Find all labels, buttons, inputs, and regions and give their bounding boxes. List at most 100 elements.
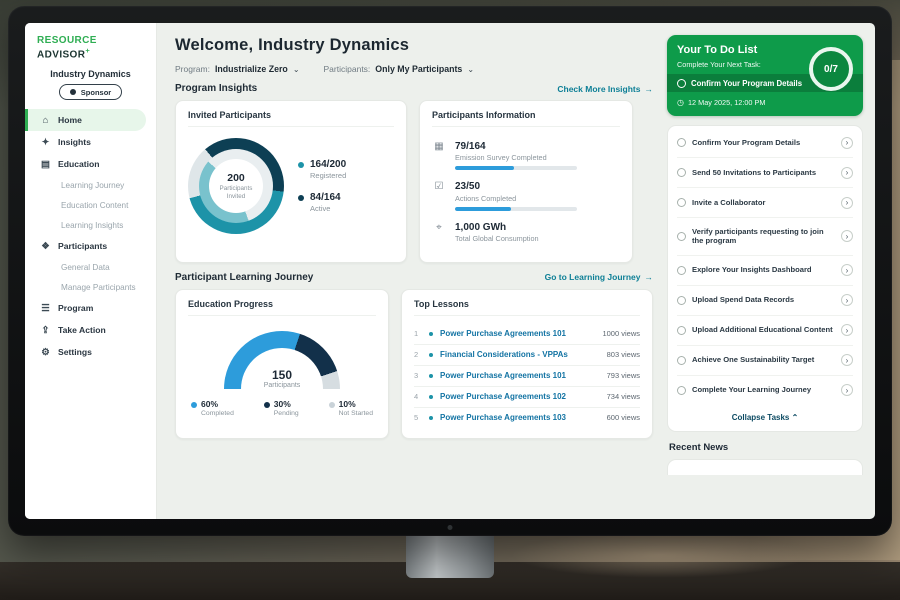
checkbox-icon[interactable] — [677, 385, 686, 395]
participants-filter-label: Participants: — [323, 64, 371, 74]
todo-summary-card: Your To Do List Complete Your Next Task:… — [667, 35, 863, 116]
sponsor-badge-label: Sponsor — [80, 87, 112, 97]
learning-cards-row: Education Progress 150 Participants — [175, 288, 653, 439]
sponsor-badge[interactable]: Sponsor — [58, 84, 123, 101]
program-filter[interactable]: Program: Industrialize Zero ⌄ — [175, 64, 300, 74]
legend-label: Pending — [273, 409, 299, 417]
legend-item-registered: 164/200 Registered — [298, 159, 346, 180]
check-more-insights-link[interactable]: Check More Insights → — [557, 84, 653, 94]
task-row[interactable]: Complete Your Learning Journey › — [677, 376, 853, 405]
sidebar-item-learning-journey[interactable]: Learning Journey — [25, 175, 156, 195]
card-title: Participants Information — [432, 110, 620, 127]
collapse-tasks-button[interactable]: Collapse Tasks ⌃ — [677, 405, 853, 429]
chevron-right-icon[interactable]: › — [841, 384, 853, 397]
lesson-row: 2 Financial Considerations - VPPAs 803 v… — [414, 345, 640, 366]
info-label: Actions Completed — [455, 193, 517, 203]
chevron-right-icon[interactable]: › — [841, 324, 853, 337]
chevron-right-icon[interactable]: › — [841, 136, 853, 149]
task-row[interactable]: Verify participants requesting to join t… — [677, 218, 853, 256]
lesson-rank: 5 — [414, 413, 419, 422]
task-label: Send 50 Invitations to Participants — [692, 167, 817, 177]
checkbox-icon[interactable] — [677, 355, 686, 365]
consumption-icon: ⌖ — [436, 221, 442, 233]
sidebar-item-home[interactable]: ⌂ Home — [25, 109, 146, 132]
sidebar-item-settings[interactable]: ⚙ Settings — [25, 341, 156, 363]
lesson-title-link[interactable]: Power Purchase Agreements 102 — [440, 392, 566, 401]
lesson-title-link[interactable]: Financial Considerations - VPPAs — [440, 350, 568, 359]
checkbox-icon[interactable] — [677, 168, 686, 177]
task-row[interactable]: Achieve One Sustainability Target › — [677, 346, 853, 376]
sidebar-item-general-data[interactable]: General Data — [25, 257, 156, 277]
actions-icon: ☑ — [434, 181, 444, 192]
legend-dot-teal — [298, 162, 304, 168]
chevron-right-icon[interactable]: › — [841, 230, 853, 243]
sidebar-item-label: Learning Journey — [61, 180, 125, 190]
sidebar-item-take-action[interactable]: ⇪ Take Action — [25, 319, 156, 341]
sidebar-item-learning-insights[interactable]: Learning Insights — [25, 215, 156, 235]
lesson-title-link[interactable]: Power Purchase Agreements 103 — [440, 413, 566, 422]
task-row[interactable]: Send 50 Invitations to Participants › — [677, 158, 853, 188]
checkbox-icon[interactable] — [677, 265, 686, 275]
checkbox-icon[interactable] — [677, 295, 686, 305]
gauge-center-label: Participants — [263, 381, 301, 389]
task-row[interactable]: Invite a Collaborator › — [677, 188, 853, 218]
survey-icon: ▦ — [434, 140, 444, 152]
legend-label: Active — [310, 204, 331, 213]
checkbox-icon[interactable] — [677, 78, 686, 88]
checkbox-icon[interactable] — [677, 325, 686, 335]
sidebar-item-label: General Data — [61, 262, 110, 272]
sidebar-item-manage-participants[interactable]: Manage Participants — [25, 277, 156, 297]
chevron-down-icon: ⌄ — [467, 64, 475, 74]
sidebar-item-program[interactable]: ☰ Program — [25, 297, 156, 319]
task-row[interactable]: Confirm Your Program Details › — [677, 128, 853, 158]
task-row[interactable]: Upload Additional Educational Content › — [677, 316, 853, 346]
checkbox-icon[interactable] — [677, 138, 686, 147]
consumption-row: ⌖ 1,000 GWh Total Global Consumption — [432, 216, 620, 253]
recent-news-title: Recent News — [669, 441, 729, 453]
info-value: 1,000 GWh — [455, 221, 507, 233]
arrow-right-icon: → — [644, 272, 654, 282]
chevron-right-icon[interactable]: › — [841, 166, 853, 179]
chevron-right-icon[interactable]: › — [841, 196, 853, 209]
legend-dot-dark-navy — [263, 401, 270, 408]
task-row[interactable]: Explore Your Insights Dashboard › — [677, 256, 853, 286]
sidebar-item-label: Insights — [58, 137, 91, 148]
sidebar-item-participants[interactable]: ❖ Participants — [25, 235, 156, 257]
emission-survey-row: ▦ 79/164 Emission Survey Completed — [432, 135, 620, 176]
sidebar-item-education[interactable]: ▤ Education — [25, 153, 156, 175]
lesson-title-link[interactable]: Power Purchase Agreements 101 — [440, 329, 566, 338]
todo-due-date: 12 May 2025, 12:00 PM — [687, 98, 766, 107]
sidebar-item-education-content[interactable]: Education Content — [25, 195, 156, 215]
bezel-camera-dot — [447, 525, 453, 530]
lesson-rank: 2 — [414, 350, 419, 359]
checkbox-icon[interactable] — [677, 231, 686, 241]
checkbox-icon[interactable] — [677, 198, 686, 207]
participants-filter[interactable]: Participants: Only My Participants ⌄ — [324, 64, 475, 74]
go-to-learning-journey-link[interactable]: Go to Learning Journey → — [545, 272, 653, 282]
legend-value: 60% — [201, 398, 219, 409]
education-progress-card: Education Progress 150 Participants — [175, 288, 389, 439]
chevron-right-icon[interactable]: › — [841, 354, 853, 367]
lesson-dot-icon — [429, 394, 433, 399]
sidebar: RESOURCE ADVISOR+ Industry Dynamics Spon… — [25, 23, 157, 519]
invited-participants-card: Invited Participants 200 Participants In… — [175, 100, 407, 263]
sidebar-item-insights[interactable]: ✦ Insights — [25, 131, 156, 153]
section-title: Program Insights — [175, 83, 258, 94]
chevron-right-icon[interactable]: › — [841, 294, 853, 307]
logo-plus: + — [85, 46, 91, 55]
lesson-rank: 4 — [414, 392, 419, 401]
legend-value: 84/164 — [310, 192, 341, 203]
card-title: Invited Participants — [188, 110, 394, 127]
card-title: Top Lessons — [414, 299, 640, 316]
lesson-title-link[interactable]: Power Purchase Agreements 101 — [440, 371, 566, 380]
settings-icon: ⚙ — [41, 346, 50, 358]
lesson-dot-icon — [429, 352, 433, 357]
emission-progress-bar — [455, 166, 577, 170]
donut-legend: 164/200 Registered 84/164 Active — [298, 159, 346, 213]
sidebar-item-label: Learning Insights — [61, 220, 124, 230]
task-row[interactable]: Upload Spend Data Records › — [677, 286, 853, 316]
todo-progress-value: 0/7 — [824, 63, 838, 75]
chevron-right-icon[interactable]: › — [841, 264, 853, 277]
program-filter-label: Program: — [175, 64, 210, 74]
info-value: 23/50 — [455, 181, 481, 192]
